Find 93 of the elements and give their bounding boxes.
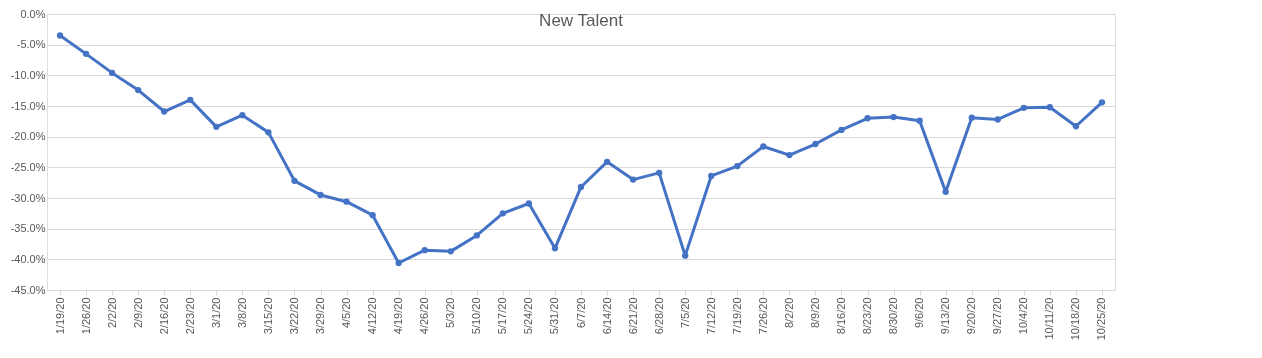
point	[343, 198, 350, 205]
x-tick-label: 5/3/20	[444, 297, 457, 329]
point	[187, 96, 194, 104]
point	[108, 69, 116, 77]
y-tick-label: -40.0%	[10, 252, 46, 265]
x-tick-label: 5/31/20	[548, 297, 561, 335]
point	[369, 212, 376, 219]
x-tick-label: 8/30/20	[887, 297, 900, 335]
x-tick-label: 8/16/20	[834, 297, 847, 335]
x-tick-label: 9/13/20	[939, 297, 952, 335]
x-tick-label: 6/28/20	[652, 297, 665, 335]
y-tick-label: -10.0%	[10, 68, 46, 81]
y-tick-label: -20.0%	[10, 130, 46, 143]
y-tick-label: -30.0%	[10, 191, 46, 204]
x-tick-label: 5/10/20	[470, 297, 483, 335]
x-tick-label: 9/27/20	[991, 297, 1004, 335]
y-tick-label: -5.0%	[16, 38, 46, 51]
x-tick-label: 9/6/20	[913, 297, 926, 329]
x-tick-label: 8/23/20	[861, 297, 874, 335]
point	[942, 188, 949, 196]
point	[655, 169, 663, 177]
point	[473, 232, 480, 239]
point	[551, 245, 559, 252]
point	[1020, 104, 1027, 111]
x-tick-label: 8/2/20	[782, 297, 795, 329]
x-tick-label: 1/26/20	[79, 297, 92, 335]
x-tick-label: 3/15/20	[261, 297, 274, 335]
x-tick-label: 7/26/20	[756, 297, 769, 335]
point	[890, 113, 897, 121]
x-tick-label: 3/1/20	[209, 297, 222, 329]
x-tick-label: 4/5/20	[340, 297, 353, 329]
point	[968, 114, 975, 121]
point	[812, 140, 819, 148]
y-tick-label: -25.0%	[10, 160, 46, 173]
y-tick-label: -45.0%	[10, 283, 46, 296]
x-tick-label: 3/8/20	[235, 297, 248, 329]
point	[239, 112, 246, 119]
x-tick-label: 4/19/20	[392, 297, 405, 335]
x-tick-label: 10/18/20	[1069, 297, 1082, 341]
point	[682, 252, 689, 259]
point	[317, 191, 324, 199]
point	[734, 162, 741, 170]
y-tick-label: -35.0%	[10, 222, 46, 235]
point	[786, 151, 793, 159]
point	[916, 117, 923, 124]
point	[161, 108, 168, 115]
x-tick-label: 2/9/20	[131, 297, 144, 329]
point	[213, 123, 220, 131]
x-tick-label: 7/5/20	[678, 297, 691, 329]
x-tick-label: 7/12/20	[704, 297, 717, 335]
y-tick-label: -15.0%	[10, 99, 46, 112]
x-tick-label: 6/21/20	[626, 297, 639, 335]
x-tick-label: 3/22/20	[287, 297, 300, 335]
point	[291, 177, 298, 184]
point	[265, 129, 272, 136]
x-tick-label: 2/23/20	[183, 297, 196, 335]
chart-title: New Talent	[539, 11, 624, 30]
point	[838, 126, 845, 134]
x-tick-label: 10/25/20	[1095, 297, 1108, 341]
point	[56, 32, 64, 39]
point	[864, 115, 871, 122]
point	[525, 200, 533, 207]
point	[1098, 99, 1106, 106]
point	[82, 50, 90, 58]
point	[1072, 123, 1080, 130]
point	[994, 116, 1001, 123]
x-tick-label: 8/9/20	[808, 297, 821, 329]
point	[603, 158, 611, 165]
x-tick-label: 5/24/20	[522, 297, 535, 335]
point	[421, 246, 428, 254]
x-tick-label: 3/29/20	[314, 297, 327, 335]
x-tick-label: 2/2/20	[105, 297, 118, 329]
x-tick-label: 7/19/20	[730, 297, 743, 335]
point	[629, 176, 637, 183]
x-tick-label: 4/12/20	[366, 297, 379, 335]
point	[577, 183, 585, 191]
x-tick-label: 1/19/20	[53, 297, 66, 335]
point	[708, 172, 715, 180]
x-tick-label: 10/11/20	[1043, 297, 1056, 340]
x-tick-label: 4/26/20	[418, 297, 431, 335]
point	[1046, 104, 1054, 111]
y-tick-label: 0.0%	[20, 7, 46, 20]
x-tick-label: 6/7/20	[574, 297, 587, 329]
point	[447, 248, 454, 255]
point	[135, 86, 142, 94]
point	[760, 143, 767, 150]
x-tick-label: 10/4/20	[1017, 297, 1030, 335]
x-tick-label: 2/16/20	[157, 297, 170, 335]
x-tick-label: 5/17/20	[496, 297, 509, 335]
x-tick-label: 9/20/20	[965, 297, 978, 335]
point	[395, 259, 402, 267]
x-tick-label: 6/14/20	[600, 297, 613, 335]
point	[499, 210, 507, 217]
